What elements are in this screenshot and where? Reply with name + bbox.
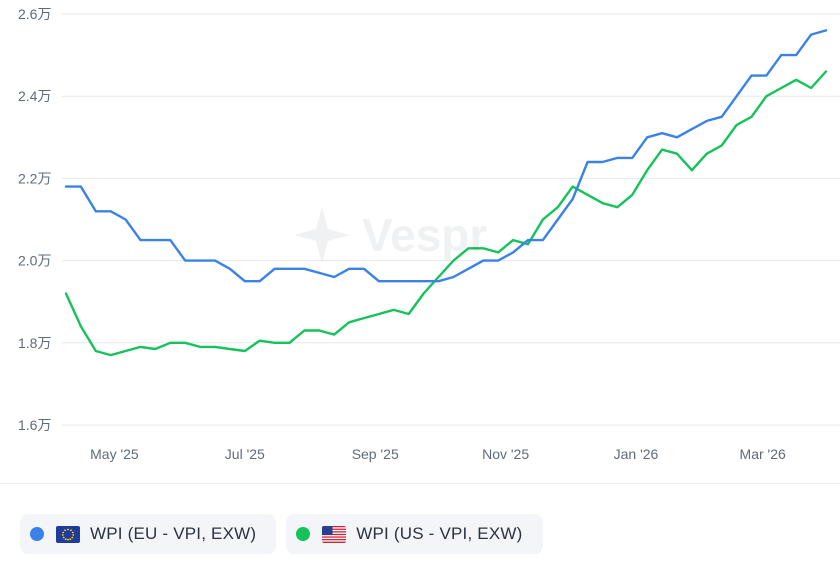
series-layer bbox=[64, 29, 828, 357]
x-tick-label: Jan '26 bbox=[614, 446, 659, 462]
y-axis: 1.6万 1.8万 2.0万 2.2万 2.4万 2.6万 bbox=[18, 6, 51, 433]
legend-dot-eu bbox=[30, 527, 44, 541]
legend-dot-us bbox=[296, 527, 311, 541]
price-line-chart: 1.6万 1.8万 2.0万 2.2万 2.4万 2.6万 May '25 Jul '25 S… bbox=[18, 6, 840, 462]
x-axis: May '25 Jul '25 Sep '25 Nov '25 Jan '26 Mar '… bbox=[90, 446, 786, 462]
x-tick-label: Jul '25 bbox=[225, 446, 265, 462]
y-tick-label: 1.6万 bbox=[18, 417, 51, 433]
x-tick-label: Mar '26 bbox=[740, 446, 786, 462]
legend-item-us[interactable]: WPI (US - VPI, EXW) bbox=[286, 514, 543, 554]
chart-legend: WPI (EU - VPI, EXW) WPI (US - VPI, EXW) bbox=[20, 514, 543, 554]
grid-layer bbox=[62, 13, 840, 426]
x-tick-label: Sep '25 bbox=[352, 446, 399, 462]
y-tick-label: 1.8万 bbox=[18, 335, 51, 351]
series-line-eu bbox=[64, 29, 828, 283]
y-tick-label: 2.2万 bbox=[18, 170, 51, 186]
legend-label-eu: WPI (EU - VPI, EXW) bbox=[90, 524, 257, 543]
y-tick-label: 2.4万 bbox=[18, 88, 51, 104]
legend-item-eu[interactable]: WPI (EU - VPI, EXW) bbox=[20, 514, 277, 554]
x-tick-label: May '25 bbox=[90, 446, 139, 462]
us-flag-icon bbox=[322, 525, 347, 543]
y-tick-label: 2.6万 bbox=[18, 6, 51, 22]
eu-flag-icon bbox=[56, 525, 80, 543]
series-line-us bbox=[64, 70, 828, 357]
y-tick-label: 2.0万 bbox=[18, 253, 51, 269]
x-tick-label: Nov '25 bbox=[482, 446, 529, 462]
legend-divider bbox=[0, 483, 840, 484]
legend-label-us: WPI (US - VPI, EXW) bbox=[356, 524, 523, 543]
